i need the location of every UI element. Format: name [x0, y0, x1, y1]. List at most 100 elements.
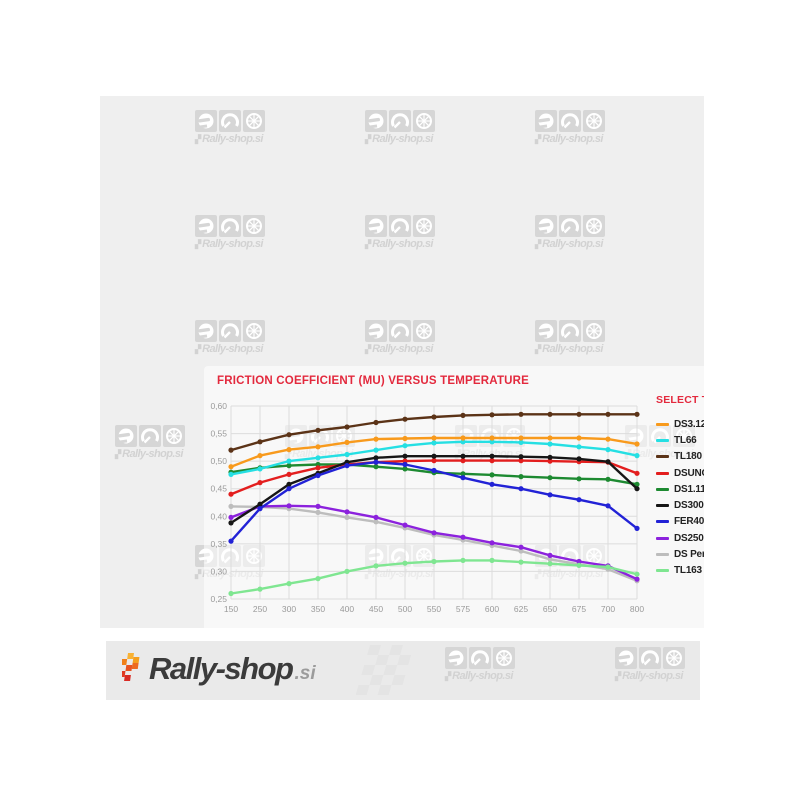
helmet-icon — [195, 215, 217, 237]
svg-text:0,45: 0,45 — [210, 484, 227, 494]
watermark-text: ▞Rally-shop.si — [535, 133, 603, 145]
speedometer-icon — [139, 425, 161, 447]
speedometer-icon — [559, 215, 581, 237]
svg-text:0,60: 0,60 — [210, 401, 227, 411]
watermark-text: ▞Rally-shop.si — [365, 133, 433, 145]
legend-label: TL163 — [674, 565, 702, 577]
wheel-icon — [583, 320, 605, 342]
svg-text:150: 150 — [224, 604, 238, 614]
rally-shop-logo: Rally-shop .si — [118, 649, 316, 688]
wheel-icon — [413, 215, 435, 237]
footer-bar: ▞Rally-shop.si ▞Rally-shop.si Rally-shop … — [106, 641, 700, 700]
helmet-icon — [615, 647, 637, 669]
wheel-icon — [413, 110, 435, 132]
svg-text:600: 600 — [485, 604, 499, 614]
svg-text:550: 550 — [427, 604, 441, 614]
svg-text:350: 350 — [311, 604, 325, 614]
legend-item-tl66[interactable]: TL66 — [656, 432, 704, 448]
wheel-icon — [663, 647, 685, 669]
speedometer-icon — [219, 320, 241, 342]
speedometer-icon — [559, 320, 581, 342]
legend-swatch — [656, 569, 669, 573]
legend-item-tl180[interactable]: TL180 — [656, 449, 704, 465]
friction-chart-panel: FRICTION COEFFICIENT (MU) VERSUS TEMPERA… — [204, 366, 704, 628]
watermark-text: ▞Rally-shop.si — [445, 670, 513, 682]
svg-text:0,30: 0,30 — [210, 566, 227, 576]
legend-item-ds2500-h[interactable]: DS2500 (H) — [656, 530, 704, 546]
speedometer-icon — [469, 647, 491, 669]
helmet-icon — [195, 110, 217, 132]
line-chart: 150 250 300 350 400 450 500 550 575 600 625 650 675 7… — [204, 397, 648, 624]
helmet-icon — [115, 425, 137, 447]
svg-text:625: 625 — [514, 604, 528, 614]
helmet-icon — [445, 647, 467, 669]
svg-text:0,35: 0,35 — [210, 539, 227, 549]
legend-item-tl163[interactable]: TL163 — [656, 563, 704, 579]
svg-text:800: 800 — [630, 604, 644, 614]
legend-item-ds3-12-g-gb[interactable]: DS3.12 (G/GB) — [656, 416, 704, 432]
wheel-icon — [243, 215, 265, 237]
helmet-icon — [365, 215, 387, 237]
line-chart-svg: 150 250 300 350 400 450 500 550 575 600 625 650 675 7… — [210, 401, 644, 614]
svg-text:650: 650 — [543, 604, 557, 614]
svg-text:450: 450 — [369, 604, 383, 614]
legend-swatch — [656, 504, 669, 508]
watermark-text: ▞Rally-shop.si — [195, 238, 263, 250]
legend-label: DS3.12 (G/GB) — [674, 418, 704, 430]
rally-shop-watermark: ▞Rally-shop.si — [615, 647, 695, 682]
legend-label: DS2500 (H) — [674, 532, 704, 544]
speedometer-icon — [389, 110, 411, 132]
wheel-icon — [243, 110, 265, 132]
svg-text:0,55: 0,55 — [210, 429, 227, 439]
legend-list: DS3.12 (G/GB) TL66 TL180 DSUNO (Z/ZB) DS1.11… — [656, 416, 704, 579]
legend-item-ds3000-r[interactable]: DS3000 (R) — [656, 497, 704, 513]
svg-text:250: 250 — [253, 604, 267, 614]
rally-shop-watermark: ▞Rally-shop.si — [535, 320, 615, 355]
logo-text: Rally-shop — [149, 651, 294, 686]
content-area: ▞Rally-shop.si ▞Rally-shop.si ▞Rally-shop.… — [100, 96, 704, 628]
wheel-icon — [163, 425, 185, 447]
legend-item-fer4003-c[interactable]: FER4003 (C) — [656, 514, 704, 530]
rally-shop-watermark: ▞Rally-shop.si — [115, 425, 195, 460]
rally-shop-watermark: ▞Rally-shop.si — [535, 110, 615, 145]
wheel-icon — [583, 215, 605, 237]
rally-shop-watermark: ▞Rally-shop.si — [195, 110, 275, 145]
helmet-icon — [365, 110, 387, 132]
watermark-text: ▞Rally-shop.si — [615, 670, 683, 682]
legend-swatch — [656, 536, 669, 540]
legend-swatch — [656, 520, 669, 524]
legend-label: TL180 — [674, 451, 702, 463]
legend-label: TL66 — [674, 434, 697, 446]
legend-item-dsuno-z-zb[interactable]: DSUNO (Z/ZB) — [656, 465, 704, 481]
wheel-icon — [493, 647, 515, 669]
svg-text:700: 700 — [601, 604, 615, 614]
wheel-icon — [413, 320, 435, 342]
helmet-icon — [195, 320, 217, 342]
legend-swatch — [656, 487, 669, 491]
wheel-icon — [583, 110, 605, 132]
rally-shop-watermark: ▞Rally-shop.si — [535, 215, 615, 250]
watermark-text: ▞Rally-shop.si — [115, 448, 183, 460]
legend-item-ds1-11-w-wb[interactable]: DS1.11 (W/WB) — [656, 481, 704, 497]
legend-item-ds-performance[interactable]: DS Performance — [656, 546, 704, 562]
rally-shop-watermark: ▞Rally-shop.si — [195, 320, 275, 355]
watermark-text: ▞Rally-shop.si — [535, 238, 603, 250]
logo-checker-flag-icon — [118, 653, 146, 688]
legend-label: FER4003 (C) — [674, 516, 704, 528]
checkered-flag-decor-icon — [355, 645, 426, 700]
speedometer-icon — [559, 110, 581, 132]
chart-legend: SELECT TO REMOVE DS3.12 (G/GB)TL66TL180D… — [656, 394, 704, 579]
svg-text:575: 575 — [456, 604, 470, 614]
speedometer-icon — [389, 215, 411, 237]
speedometer-icon — [219, 215, 241, 237]
svg-text:0,50: 0,50 — [210, 456, 227, 466]
watermark-text: ▞Rally-shop.si — [535, 343, 603, 355]
legend-header: SELECT TO REMOVE — [656, 394, 704, 406]
legend-label: DS Performance — [674, 549, 704, 561]
legend-label: DSUNO (Z/ZB) — [674, 467, 704, 479]
rally-shop-watermark: ▞Rally-shop.si — [365, 110, 445, 145]
speedometer-icon — [389, 320, 411, 342]
legend-swatch — [656, 471, 669, 475]
rally-shop-watermark: ▞Rally-shop.si — [365, 215, 445, 250]
svg-text:0,40: 0,40 — [210, 511, 227, 521]
